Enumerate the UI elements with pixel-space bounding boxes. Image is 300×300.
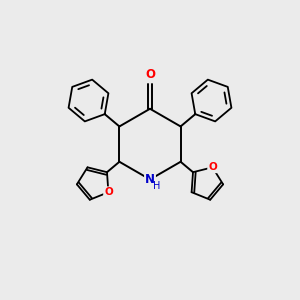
Text: O: O	[145, 68, 155, 81]
Text: O: O	[208, 162, 217, 172]
Text: O: O	[104, 187, 113, 197]
Text: N: N	[145, 173, 155, 186]
Text: H: H	[153, 181, 160, 191]
